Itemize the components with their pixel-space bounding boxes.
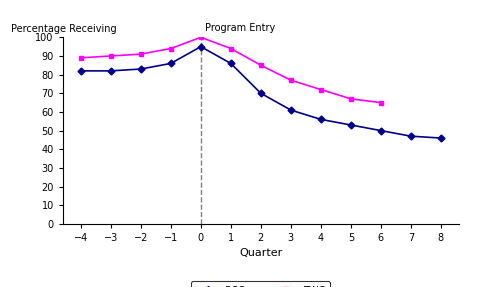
Legend: RSC, TWC: RSC, TWC bbox=[191, 281, 330, 287]
Text: Percentage Receiving: Percentage Receiving bbox=[11, 24, 117, 34]
X-axis label: Quarter: Quarter bbox=[239, 249, 283, 258]
Text: Program Entry: Program Entry bbox=[205, 23, 275, 33]
